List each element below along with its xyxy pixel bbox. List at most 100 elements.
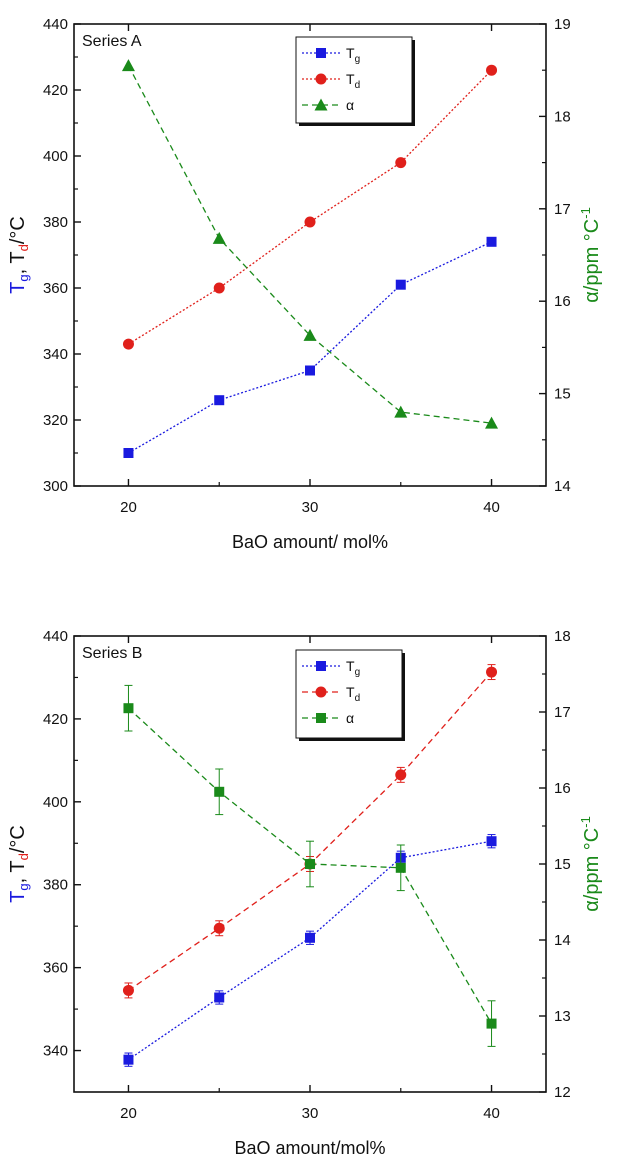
legend-marker — [315, 686, 327, 698]
x-tick-label: 40 — [483, 499, 500, 516]
data-point-alpha — [214, 786, 225, 797]
y-tick-label: 420 — [43, 82, 68, 99]
data-point-tg — [486, 836, 497, 847]
y2-tick-label: 17 — [554, 704, 571, 721]
legend-label: Td — [346, 71, 360, 91]
y2-axis-label: α/ppm °C-1 — [578, 207, 603, 303]
legend: Tg Td α — [295, 36, 415, 126]
legend-label-name: α — [346, 710, 354, 726]
data-point-tg — [305, 932, 315, 943]
y2-tick-label: 18 — [554, 628, 571, 645]
data-point-td — [213, 922, 225, 934]
y-tick-label: 380 — [43, 877, 68, 894]
legend-label: Tg — [346, 45, 360, 65]
data-point-alpha — [212, 231, 226, 244]
data-point-td — [395, 157, 407, 169]
y-axis-label: Tg, Td/°C — [7, 825, 31, 903]
series-alpha — [123, 684, 497, 1047]
x-tick-label: 30 — [302, 1105, 319, 1122]
data-point-alpha — [123, 703, 134, 714]
y2-tick-label: 13 — [554, 1008, 571, 1025]
data-point-alpha — [394, 405, 408, 418]
y-tick-label: 340 — [43, 1043, 68, 1060]
y2-tick-label: 17 — [554, 201, 571, 218]
legend-label-sub: d — [355, 693, 361, 704]
data-point-alpha — [303, 328, 317, 341]
y-tick-label: 340 — [43, 346, 68, 363]
y2-axis-label-main: α/ppm °C — [581, 219, 603, 303]
legend-label-name: T — [346, 45, 355, 61]
x-axis-label: BaO amount/mol% — [234, 1138, 385, 1158]
data-point-td — [304, 216, 316, 228]
legend-label-name: T — [346, 658, 355, 674]
legend-label: α — [346, 710, 354, 726]
y-tick-label: 300 — [43, 478, 68, 495]
data-point-td — [122, 338, 134, 350]
y-axis-label-part: d — [16, 244, 31, 251]
data-point-alpha — [305, 859, 315, 869]
y-axis-label-part: d — [16, 853, 31, 860]
y2-axis-label: α/ppm °C-1 — [578, 816, 603, 912]
y-tick-label: 440 — [43, 628, 68, 645]
legend-label: α — [346, 97, 354, 113]
series-td — [122, 64, 498, 350]
y-axis-label-part: T — [7, 282, 29, 294]
y2-tick-label: 19 — [554, 16, 571, 33]
data-point-td — [122, 984, 134, 996]
legend-box — [295, 649, 403, 739]
y-tick-label: 400 — [43, 794, 68, 811]
y2-tick-label: 15 — [554, 386, 571, 403]
y-axis-label-part: , T — [7, 860, 29, 883]
y-axis-label-part: , T — [7, 251, 29, 274]
legend-label-sub: g — [355, 667, 361, 678]
data-point-tg — [123, 1054, 134, 1065]
y2-axis-label-sup: -1 — [578, 816, 593, 828]
y-tick-label: 360 — [43, 280, 68, 297]
data-point-tg — [214, 395, 225, 406]
data-point-tg — [123, 448, 134, 458]
y2-tick-label: 14 — [554, 932, 571, 949]
chart-panel-1: 20 30 40 300 320 340 360 380 400 420 440 14 15 16 17 18… — [7, 16, 603, 552]
legend-box — [295, 36, 413, 124]
chart-panel-2: 20 30 40 340 360 380 400 420 440 12 13 14 15 16 17 18 Ba… — [7, 628, 603, 1158]
data-point-tg — [486, 236, 497, 247]
series-line-tg — [128, 241, 492, 454]
y2-axis-label-main: α/ppm °C — [581, 828, 603, 912]
x-axis-label: BaO amount/ mol% — [232, 532, 388, 552]
legend-label-name: T — [346, 684, 355, 700]
data-point-tg — [214, 992, 225, 1003]
legend-marker — [314, 98, 328, 111]
series-line-alpha — [128, 707, 493, 1024]
y2-tick-label: 18 — [554, 108, 571, 125]
legend-label: Tg — [346, 658, 360, 678]
data-point-alpha — [486, 1018, 497, 1029]
legend-label-name: T — [346, 71, 355, 87]
y-axis-label-part: T — [7, 891, 29, 903]
data-point-td — [486, 64, 498, 76]
data-point-tg — [305, 365, 315, 376]
y-axis-label: Tg, Td/°C — [7, 216, 31, 294]
series-tg — [123, 236, 497, 458]
data-point-alpha — [395, 862, 406, 873]
legend-marker — [316, 48, 326, 58]
y-tick-label: 400 — [43, 148, 68, 165]
legend-marker — [316, 713, 326, 723]
legend-marker — [316, 661, 326, 671]
y2-tick-label: 14 — [554, 478, 571, 495]
y-axis-label-part: g — [16, 274, 31, 281]
data-point-td — [395, 769, 407, 781]
y-tick-label: 420 — [43, 711, 68, 728]
legend-label: Td — [346, 684, 360, 704]
y2-tick-label: 15 — [554, 856, 571, 873]
legend-marker — [315, 73, 327, 85]
y2-tick-label: 12 — [554, 1084, 571, 1101]
data-point-alpha — [485, 416, 499, 429]
y-axis-label-part: g — [16, 883, 31, 890]
y-tick-label: 440 — [43, 16, 68, 33]
series-alpha — [121, 59, 499, 429]
y-axis-label-part: /°C — [7, 216, 29, 244]
series-tag: Series A — [82, 33, 142, 50]
y2-tick-label: 16 — [554, 293, 571, 310]
x-tick-label: 20 — [120, 499, 137, 516]
